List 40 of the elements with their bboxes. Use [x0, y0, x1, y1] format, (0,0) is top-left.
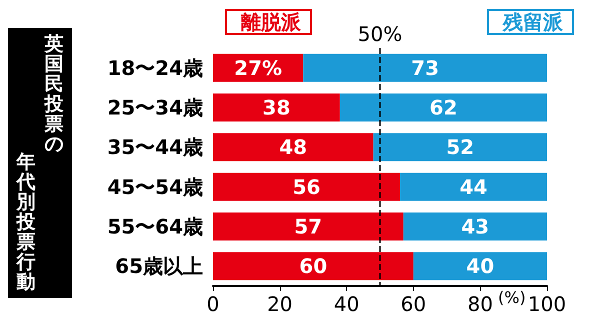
series-label: 離脱派	[240, 10, 302, 34]
data-label: 57	[294, 214, 322, 238]
x-tick-label: 100	[528, 292, 566, 316]
data-label: 73	[411, 56, 440, 80]
x-tick-label: 40	[334, 292, 360, 316]
bar	[213, 252, 414, 280]
y-tick-label: 65歳以上	[115, 254, 203, 278]
x-tick-label: 80	[467, 292, 493, 316]
bar	[213, 212, 404, 240]
bar	[340, 94, 547, 122]
x-tick-label: 0	[206, 292, 220, 316]
y-tick-label: 18〜24歳	[107, 56, 203, 80]
bar	[213, 133, 374, 162]
series-label: 残留派	[502, 10, 564, 34]
y-tick-label: 45〜54歳	[107, 174, 203, 199]
x-axis-title: (%)	[498, 288, 526, 307]
bar	[213, 172, 400, 201]
bar	[373, 133, 547, 162]
y-tick-label: 35〜44歳	[107, 135, 203, 160]
y-tick-label: 25〜34歳	[107, 96, 203, 120]
bar	[213, 94, 340, 122]
data-label: 27%	[234, 56, 282, 80]
x-tick-label: 20	[267, 292, 293, 316]
data-label: 40	[466, 254, 494, 278]
data-label: 60	[299, 254, 328, 278]
data-label: 38	[262, 96, 290, 120]
bar	[403, 212, 547, 240]
bar	[400, 172, 547, 201]
chart-title: 英国民投票の年代別投票行動	[16, 33, 64, 293]
bar	[303, 54, 547, 82]
ref-line-label: 50%	[358, 22, 402, 46]
x-tick-label: 60	[400, 292, 426, 316]
bar	[413, 252, 547, 280]
data-label: 62	[430, 96, 458, 120]
data-label: 56	[292, 174, 320, 199]
data-label: 52	[446, 135, 474, 160]
data-label: 48	[279, 135, 308, 160]
data-label: 43	[461, 214, 490, 238]
data-label: 44	[460, 174, 488, 199]
y-tick-label: 55〜64歳	[107, 214, 203, 238]
